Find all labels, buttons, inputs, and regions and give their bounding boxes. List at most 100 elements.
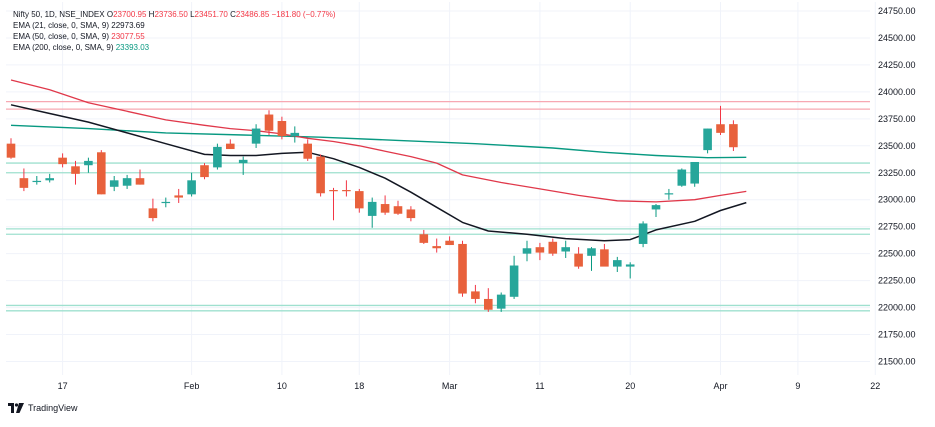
candle-up: [690, 161, 699, 187]
candle-up: [587, 247, 596, 271]
price-tick-label: 22250.00: [878, 276, 916, 286]
price-tick-label: 22750.00: [878, 222, 916, 232]
candle-body: [677, 169, 687, 186]
candle-body: [484, 298, 493, 310]
time-tick-label: 22: [870, 381, 880, 391]
price-tick-label: 21500.00: [878, 357, 916, 367]
candle-body: [174, 195, 183, 198]
high-value: 23736.50: [154, 10, 188, 19]
change-value: −181.80 (−0.77%): [271, 10, 336, 19]
price-tick-label: 23250.00: [878, 168, 916, 178]
candle-body: [613, 260, 622, 267]
candle-up: [238, 156, 248, 175]
candle-body: [716, 124, 725, 133]
ema200-row: EMA (200, close, 0, SMA, 9) 23393.03: [13, 42, 336, 53]
candle-body: [32, 180, 42, 183]
ema21-label: EMA (21, close, 0, SMA, 9): [13, 21, 110, 30]
candle-down: [226, 139, 235, 150]
candle-down: [148, 198, 158, 222]
brand-name: TradingView: [28, 403, 78, 413]
candle-body: [471, 291, 480, 299]
ema200-line: [10, 124, 747, 159]
candle-body: [135, 178, 145, 185]
candle-down: [548, 238, 558, 256]
candle-body: [58, 157, 67, 165]
ema21-value: 22973.69: [111, 21, 145, 30]
candle-down: [600, 243, 609, 267]
candle-body: [535, 247, 545, 253]
candle-body: [729, 124, 738, 148]
candle-down: [419, 229, 429, 244]
open-value: 23700.95: [113, 10, 147, 19]
candle-body: [109, 180, 119, 187]
candle-down: [174, 188, 183, 203]
time-tick-label: 17: [58, 381, 68, 391]
candle-up: [561, 240, 570, 258]
candle-body: [290, 132, 300, 137]
candle-down: [264, 110, 274, 136]
candle-down: [445, 236, 454, 246]
candle-body: [522, 248, 532, 254]
candle-up: [613, 256, 622, 272]
candle-down: [6, 138, 16, 159]
symbol-label: Nifty 50, 1D, NSE_INDEX: [13, 10, 105, 19]
tradingview-logo-icon: [8, 403, 24, 413]
candle-body: [45, 178, 54, 181]
price-tick-label: 24250.00: [878, 60, 916, 70]
ema50-label: EMA (50, close, 0, SMA, 9): [13, 32, 110, 41]
candle-down: [135, 169, 145, 185]
candle-down: [535, 242, 545, 261]
candle-body: [355, 191, 364, 209]
candle-down: [355, 188, 364, 213]
candle-down: [97, 150, 106, 195]
candle-down: [71, 160, 80, 185]
price-tick-label: 23750.00: [878, 114, 916, 124]
price-tick-label: 24750.00: [878, 6, 916, 16]
candle-up: [84, 157, 93, 173]
ema21-line: [10, 104, 747, 242]
time-tick-label: 9: [795, 381, 800, 391]
candle-up: [367, 197, 377, 228]
candle-body: [496, 294, 506, 309]
candle-body: [303, 143, 312, 159]
candle-down: [380, 195, 390, 215]
candle-up: [32, 176, 42, 185]
candle-up: [290, 126, 300, 143]
candle-body: [251, 128, 261, 144]
candle-down: [574, 247, 583, 269]
candle-up: [677, 168, 687, 187]
ema50-row: EMA (50, close, 0, SMA, 9) 23077.55: [13, 31, 336, 42]
time-tick-label: 11: [535, 381, 544, 391]
candle-body: [342, 190, 351, 192]
open-key: O: [106, 10, 114, 19]
close-value: 23486.85: [235, 10, 270, 19]
candle-body: [367, 201, 377, 216]
candle-down: [329, 187, 338, 221]
price-tick-label: 24500.00: [878, 33, 916, 43]
candle-down: [277, 116, 287, 140]
candle-up: [522, 240, 532, 262]
candle-body: [316, 156, 325, 194]
candle-down: [58, 153, 67, 168]
candle-up: [109, 176, 119, 192]
candle-body: [432, 246, 441, 249]
candle-up: [651, 204, 661, 217]
candle-up: [664, 188, 674, 200]
price-tick-label: 22000.00: [878, 303, 916, 313]
low-value: 23451.70: [194, 10, 228, 19]
ema200-value: 23393.03: [115, 43, 150, 52]
tradingview-brand[interactable]: TradingView: [8, 403, 78, 413]
candle-body: [213, 146, 222, 168]
candle-up: [187, 172, 196, 197]
candle-body: [625, 264, 635, 267]
candle-body: [561, 247, 570, 252]
candle-body: [574, 253, 583, 267]
candle-down: [471, 284, 480, 304]
candle-down: [432, 238, 441, 253]
candle-down: [303, 139, 312, 161]
candle-body: [187, 180, 196, 195]
grid: [6, 2, 876, 375]
candle-body: [587, 248, 596, 256]
